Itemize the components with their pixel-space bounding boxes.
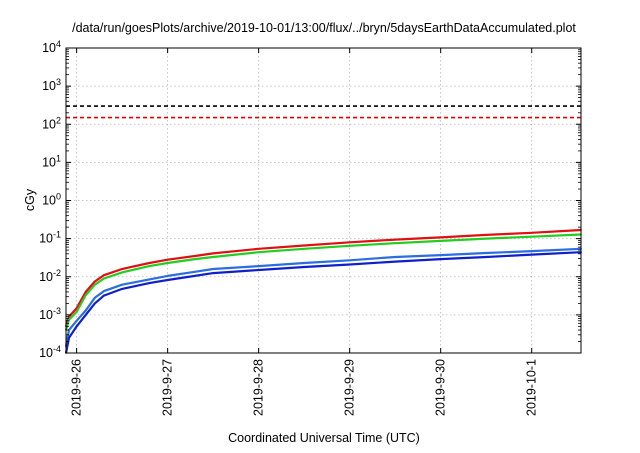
series-point	[257, 247, 260, 250]
series-point	[439, 240, 442, 242]
series-point	[257, 269, 260, 271]
series-point	[93, 296, 96, 299]
series-point	[148, 278, 151, 281]
series-point	[166, 262, 169, 264]
series-point	[439, 254, 442, 256]
series-point	[394, 260, 397, 263]
series-point	[439, 258, 442, 260]
grid	[66, 48, 581, 353]
series-point	[68, 336, 70, 339]
series-point	[166, 279, 169, 281]
series-point	[121, 271, 123, 274]
series-point	[212, 268, 215, 270]
x-axis-ticks: 2019-9-26 2019-9-27 2019-9-28 2019-9-29 2019…	[70, 48, 539, 416]
series-point	[212, 252, 215, 255]
x-tick-label: 2019-9-29	[343, 359, 357, 416]
series-point	[303, 244, 306, 247]
x-axis-label: Coordinated Universal Time (UTC)	[228, 431, 420, 445]
series-point	[93, 280, 96, 283]
series-point	[121, 268, 123, 270]
series-point	[303, 266, 306, 268]
series-point	[148, 282, 151, 284]
series-point	[103, 274, 105, 277]
series-point	[530, 235, 533, 238]
series-point	[439, 236, 442, 239]
series-point	[93, 302, 96, 305]
x-tick-label: 2019-9-28	[252, 359, 266, 416]
series-point	[103, 294, 105, 297]
series-point	[485, 252, 488, 254]
y-tick-label: 10-1	[39, 230, 61, 246]
y-axis-label: cGy	[23, 188, 37, 211]
series-point	[84, 294, 87, 296]
series-point	[194, 270, 196, 273]
series-point	[194, 258, 196, 260]
series-point	[68, 318, 70, 321]
series-point	[93, 283, 96, 286]
series-point	[212, 256, 215, 258]
reference-lines	[66, 105, 581, 119]
y-tick-label: 10-2	[39, 268, 61, 284]
y-tick-label: 10-3	[39, 306, 61, 322]
series-point	[530, 250, 533, 253]
x-tick-label: 2019-9-26	[70, 359, 84, 416]
series-point	[166, 258, 169, 261]
series-point	[148, 262, 151, 264]
y-tick-label: 101	[42, 153, 61, 169]
series-point	[530, 231, 533, 234]
series-point	[485, 234, 488, 236]
series-point	[348, 244, 351, 247]
series-point	[103, 290, 105, 292]
series-point	[75, 311, 78, 313]
series-point	[348, 241, 351, 244]
y-tick-label: 103	[42, 77, 61, 93]
series-point	[148, 265, 151, 267]
series-line	[64, 233, 582, 331]
series-point	[121, 283, 123, 286]
series-line	[64, 228, 582, 327]
series-point	[212, 272, 215, 274]
series-point	[84, 291, 87, 293]
series-point	[194, 275, 196, 277]
chart-title: /data/run/goesPlots/archive/2019-10-01/1…	[72, 21, 576, 35]
series-point	[84, 309, 87, 312]
series-point	[394, 242, 397, 245]
y-tick-label: 104	[42, 39, 61, 55]
series-point	[84, 314, 87, 316]
series-point	[75, 325, 78, 328]
series-point	[166, 275, 169, 277]
series-point	[303, 247, 306, 250]
x-tick-label: 2019-9-30	[434, 359, 448, 416]
series-point	[257, 251, 260, 254]
series-point	[394, 238, 397, 241]
series-point	[394, 256, 397, 258]
series-point	[485, 237, 488, 240]
series-point	[194, 255, 196, 257]
y-axis-ticks: 10-4 10-3 10-2 10-1 100 101 102 103 104	[39, 39, 581, 360]
series-point	[75, 319, 78, 322]
y-tick-label: 102	[42, 115, 61, 131]
series-point	[103, 277, 105, 280]
y-tick-label: 100	[42, 192, 61, 208]
series-point	[121, 288, 123, 290]
series-point	[485, 256, 488, 258]
series-point	[530, 253, 533, 256]
series-point	[348, 259, 351, 262]
series-point	[303, 262, 306, 264]
x-tick-label: 2019-9-27	[161, 359, 175, 416]
series-point	[348, 263, 351, 266]
y-tick-label: 10-4	[39, 344, 61, 360]
series-lines	[64, 228, 582, 354]
series-point	[257, 265, 260, 267]
x-tick-label: 2019-10-1	[525, 359, 539, 416]
series-point	[75, 307, 78, 310]
